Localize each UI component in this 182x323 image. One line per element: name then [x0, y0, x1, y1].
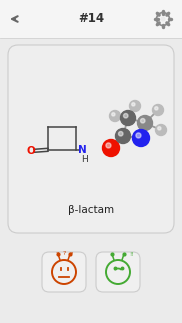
- Text: H: H: [82, 155, 88, 164]
- Circle shape: [137, 116, 153, 130]
- Circle shape: [116, 129, 130, 143]
- Circle shape: [118, 131, 123, 136]
- Text: ?: ?: [55, 253, 59, 257]
- Circle shape: [155, 124, 167, 136]
- Circle shape: [158, 127, 161, 130]
- Circle shape: [110, 110, 120, 121]
- Text: ?: ?: [69, 253, 73, 257]
- Circle shape: [102, 140, 120, 157]
- Circle shape: [155, 107, 158, 110]
- FancyBboxPatch shape: [0, 0, 182, 38]
- Text: O: O: [27, 146, 35, 156]
- Circle shape: [132, 130, 149, 147]
- Circle shape: [132, 103, 135, 106]
- FancyBboxPatch shape: [8, 45, 174, 233]
- Circle shape: [120, 110, 136, 126]
- Circle shape: [136, 133, 141, 138]
- Text: #14: #14: [78, 13, 104, 26]
- Circle shape: [141, 119, 145, 123]
- Text: !!: !!: [129, 252, 133, 256]
- Circle shape: [124, 113, 128, 118]
- Text: ?: ?: [62, 251, 66, 256]
- FancyBboxPatch shape: [42, 252, 86, 292]
- Text: N: N: [78, 145, 86, 155]
- Circle shape: [106, 143, 111, 148]
- FancyBboxPatch shape: [96, 252, 140, 292]
- Text: β-lactam: β-lactam: [68, 205, 114, 215]
- Circle shape: [161, 16, 165, 22]
- Circle shape: [130, 100, 141, 111]
- Circle shape: [153, 105, 163, 116]
- Circle shape: [112, 113, 115, 116]
